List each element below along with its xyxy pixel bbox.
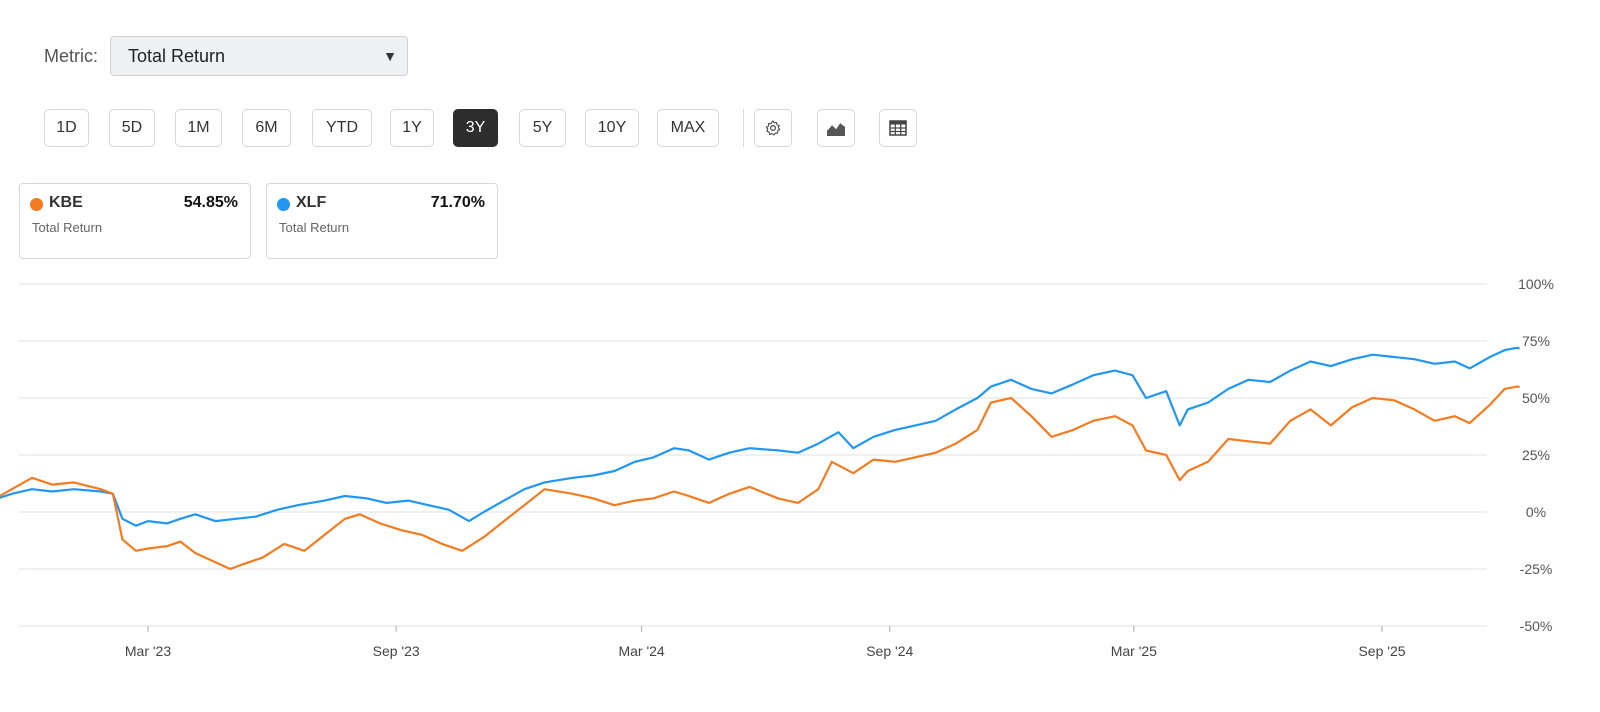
metric-row: Metric: Total Return ▼ <box>44 36 408 76</box>
y-tick-label: 75% <box>1522 333 1550 349</box>
card-ticker: KBE <box>49 194 83 211</box>
range-button-3y[interactable]: 3Y <box>453 109 498 147</box>
toolbar-divider <box>743 109 744 147</box>
table-icon <box>889 120 907 136</box>
series-color-dot <box>277 198 290 211</box>
range-button-5d[interactable]: 5D <box>109 109 155 147</box>
caret-down-icon: ▼ <box>383 48 397 64</box>
series-line-xlf <box>0 346 1520 527</box>
legend-card-xlf[interactable]: XLF 71.70% Total Return <box>266 183 498 259</box>
range-button-5y[interactable]: 5Y <box>519 109 566 147</box>
range-button-1m[interactable]: 1M <box>175 109 222 147</box>
series-color-dot <box>30 198 43 211</box>
x-tick-label: Sep '25 <box>1358 643 1405 659</box>
x-tick-label: Mar '23 <box>125 643 171 659</box>
metric-select[interactable]: Total Return ▼ <box>110 36 408 76</box>
y-tick-label: -50% <box>1520 618 1553 634</box>
line-chart: 100% 75% 50% 25% 0% -25% -50% Mar '23 Sep '23 Mar… <box>0 276 1554 659</box>
card-sublabel: Total Return <box>279 220 350 235</box>
card-ticker: XLF <box>296 194 327 211</box>
range-button-6m[interactable]: 6M <box>242 109 291 147</box>
legend-card-kbe[interactable]: KBE 54.85% Total Return <box>19 183 251 259</box>
settings-button[interactable] <box>754 109 792 147</box>
range-button-10y[interactable]: 10Y <box>585 109 639 147</box>
range-button-ytd[interactable]: YTD <box>312 109 372 147</box>
range-button-1y[interactable]: 1Y <box>390 109 434 147</box>
area-chart-icon <box>826 120 846 136</box>
y-tick-label: 100% <box>1518 276 1554 292</box>
range-button-max[interactable]: MAX <box>657 109 719 147</box>
table-view-button[interactable] <box>879 109 917 147</box>
chart-type-button[interactable] <box>817 109 855 147</box>
x-tick-label: Sep '24 <box>866 643 913 659</box>
x-tick-label: Sep '23 <box>373 643 420 659</box>
y-tick-label: 25% <box>1522 447 1550 463</box>
metric-label: Metric: <box>44 45 98 66</box>
card-value: 54.85% <box>183 194 238 211</box>
y-tick-label: 0% <box>1526 504 1546 520</box>
y-tick-label: -25% <box>1520 561 1553 577</box>
metric-selected-value: Total Return <box>128 45 226 66</box>
card-value: 71.70% <box>430 194 485 211</box>
range-button-1d[interactable]: 1D <box>44 109 89 147</box>
card-sublabel: Total Return <box>32 220 103 235</box>
x-tick-label: Mar '25 <box>1111 643 1157 659</box>
gear-icon <box>765 120 781 136</box>
x-tick-label: Mar '24 <box>618 643 664 659</box>
y-tick-label: 50% <box>1522 390 1550 406</box>
series-line-kbe <box>0 385 1520 571</box>
